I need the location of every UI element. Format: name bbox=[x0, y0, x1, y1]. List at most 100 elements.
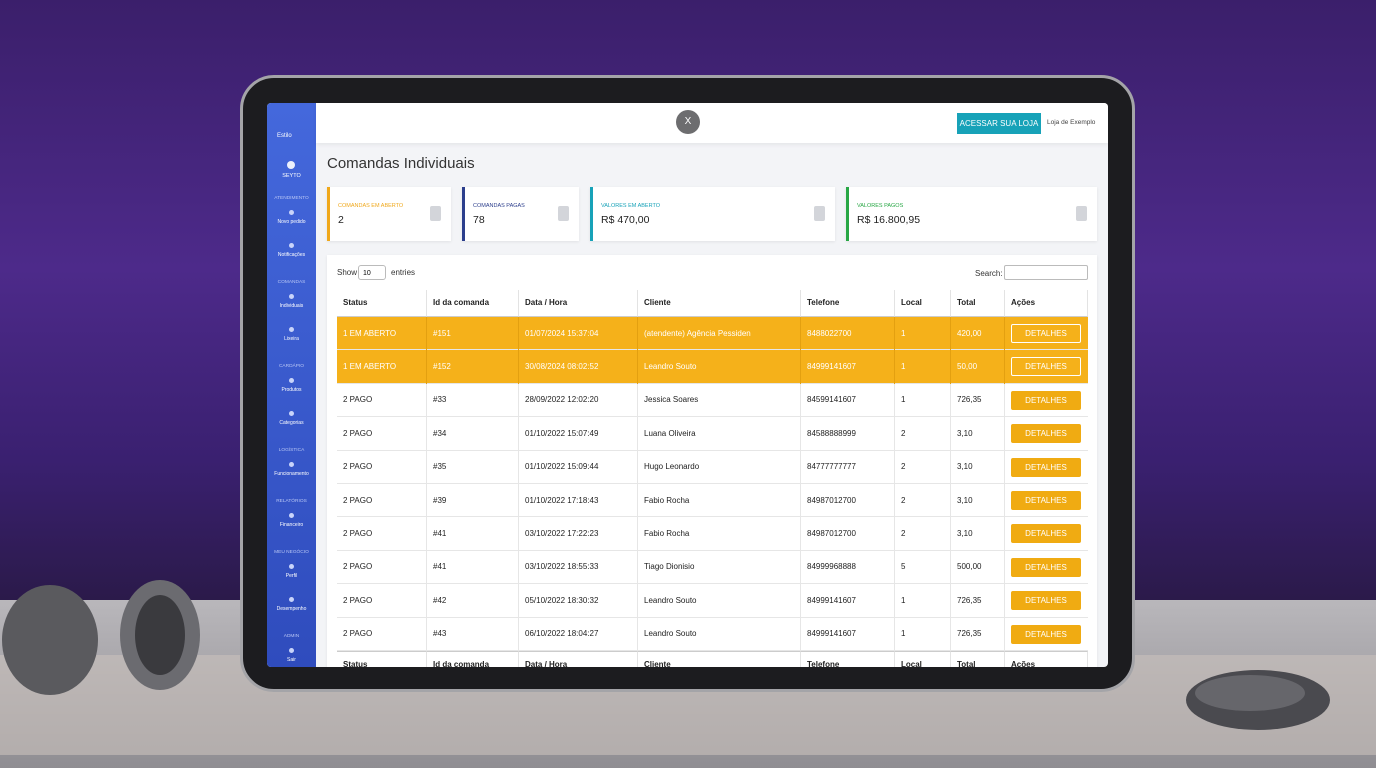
table-cell: 84777777777 bbox=[801, 450, 895, 484]
details-button[interactable]: DETALHES bbox=[1011, 357, 1081, 377]
table-cell: 05/10/2022 18:30:32 bbox=[519, 584, 638, 618]
close-button[interactable]: X bbox=[676, 110, 700, 134]
mouse bbox=[1186, 670, 1330, 730]
store-name[interactable]: Loja de Exemplo bbox=[1047, 119, 1096, 126]
table-cell: #34 bbox=[427, 417, 519, 451]
table-cell: (atendente) Agência Pessiden bbox=[638, 317, 801, 351]
column-header[interactable]: Status bbox=[337, 290, 427, 317]
table-cell: #42 bbox=[427, 584, 519, 618]
table-cell: 28/09/2022 12:02:20 bbox=[519, 383, 638, 418]
table-row bbox=[337, 484, 1088, 518]
details-button[interactable]: DETALHES bbox=[1011, 591, 1081, 611]
table-cell: 2 PAGO bbox=[337, 517, 427, 551]
sidebar-link[interactable]: Desempenho bbox=[276, 606, 307, 612]
sidebar-link[interactable]: Notificações bbox=[277, 252, 306, 258]
column-header[interactable]: Cliente bbox=[638, 290, 801, 317]
sidebar-icon bbox=[289, 378, 294, 383]
column-header[interactable]: Telefone bbox=[801, 290, 895, 317]
table-cell: 2 PAGO bbox=[337, 417, 427, 451]
table-cell: 2 PAGO bbox=[337, 617, 427, 651]
sidebar-link[interactable]: Categorias bbox=[279, 420, 304, 426]
sidebar-link[interactable]: Funcionamento bbox=[274, 471, 309, 477]
table-cell: 8488022700 bbox=[801, 317, 895, 351]
column-header[interactable]: Status bbox=[337, 651, 427, 667]
sidebar-link[interactable]: Lixeira bbox=[284, 336, 299, 342]
table-cell: #35 bbox=[427, 450, 519, 484]
details-button[interactable]: DETALHES bbox=[1011, 491, 1081, 510]
column-header[interactable]: Total bbox=[951, 290, 1005, 317]
details-button[interactable]: DETALHES bbox=[1011, 424, 1081, 444]
sidebar-icon bbox=[289, 462, 294, 467]
sidebar-link[interactable]: Individuais bbox=[279, 303, 304, 309]
table-cell: #41 bbox=[427, 550, 519, 585]
column-header[interactable]: Total bbox=[951, 651, 1005, 667]
column-header[interactable]: Id da comanda bbox=[427, 290, 519, 317]
column-header[interactable]: Data / Hora bbox=[519, 651, 638, 667]
sidebar-icon bbox=[289, 327, 294, 332]
sidebar-icon bbox=[289, 513, 294, 518]
show-label: Show bbox=[337, 268, 358, 277]
search-input[interactable] bbox=[1004, 265, 1088, 280]
table-row bbox=[337, 450, 1088, 484]
stat-icon bbox=[558, 206, 569, 221]
table-cell: 84599141607 bbox=[801, 383, 895, 418]
column-header[interactable]: Cliente bbox=[638, 651, 801, 667]
table-cell: 84588888999 bbox=[801, 417, 895, 451]
details-button[interactable]: DETALHES bbox=[1011, 457, 1081, 477]
column-header[interactable]: Ações bbox=[1005, 290, 1088, 317]
table-cell: 2 bbox=[895, 484, 951, 518]
sidebar-link[interactable]: Perfil bbox=[285, 573, 298, 579]
table-row bbox=[337, 517, 1088, 551]
details-button[interactable]: DETALHES bbox=[1011, 324, 1081, 343]
table-cell: 1 bbox=[895, 584, 951, 618]
table-cell: 5 bbox=[895, 550, 951, 585]
stat-value: R$ 470,00 bbox=[601, 214, 650, 226]
table-cell: 01/07/2024 15:37:04 bbox=[519, 317, 638, 351]
table-row bbox=[337, 617, 1088, 651]
table-cell: 2 PAGO bbox=[337, 550, 427, 585]
column-header[interactable]: Id da comanda bbox=[427, 651, 519, 667]
table-row bbox=[337, 550, 1088, 585]
sidebar-icon bbox=[289, 597, 294, 602]
table-cell: 726,35 bbox=[951, 584, 1005, 618]
page-title: Comandas Individuais bbox=[327, 155, 475, 172]
table-cell: 2 PAGO bbox=[337, 484, 427, 518]
page-size-select[interactable]: 10 bbox=[358, 265, 386, 280]
details-button[interactable]: DETALHES bbox=[1011, 624, 1081, 644]
sidebar-link[interactable]: Financeiro bbox=[279, 522, 304, 528]
details-button[interactable]: DETALHES bbox=[1011, 524, 1081, 544]
sidebar-link[interactable]: Novo pedido bbox=[277, 219, 306, 225]
sidebar-link[interactable]: Sair bbox=[287, 657, 296, 663]
table-cell: 01/10/2022 15:07:49 bbox=[519, 417, 638, 451]
table-cell: #41 bbox=[427, 517, 519, 551]
table-cell: 2 bbox=[895, 417, 951, 451]
column-header[interactable]: Telefone bbox=[801, 651, 895, 667]
stat-icon bbox=[1076, 206, 1087, 221]
column-header[interactable]: Data / Hora bbox=[519, 290, 638, 317]
stat-card: COMANDAS EM ABERTO 2 bbox=[327, 187, 451, 241]
column-header[interactable]: Ações bbox=[1005, 651, 1088, 667]
sidebar-heading: ATENDIMENTO bbox=[274, 196, 309, 201]
sidebar-link[interactable]: Produtos bbox=[281, 387, 302, 393]
column-header[interactable]: Local bbox=[895, 651, 951, 667]
stat-card: VALORES EM ABERTO R$ 470,00 bbox=[590, 187, 835, 241]
user-name[interactable]: SEYTO bbox=[282, 173, 301, 179]
table-cell: Jessica Soares bbox=[638, 383, 801, 418]
sidebar: Estilo SEYTO ATENDIMENTO Novo pedido Notific… bbox=[267, 103, 316, 667]
table-cell: 3,10 bbox=[951, 417, 1005, 451]
sidebar-icon bbox=[289, 210, 294, 215]
search-label: Search: bbox=[975, 269, 1003, 278]
table-row bbox=[337, 383, 1088, 418]
table-cell: 84999141607 bbox=[801, 617, 895, 651]
details-button[interactable]: DETALHES bbox=[1011, 557, 1081, 577]
table-cell: 01/10/2022 15:09:44 bbox=[519, 450, 638, 484]
table-cell: Luana Oliveira bbox=[638, 417, 801, 451]
column-header[interactable]: Local bbox=[895, 290, 951, 317]
store-button[interactable]: ACESSAR SUA LOJA bbox=[957, 113, 1041, 134]
brand: Estilo bbox=[277, 133, 292, 139]
table-cell: 420,00 bbox=[951, 317, 1005, 351]
stat-icon bbox=[814, 206, 825, 221]
table-cell: 84999968888 bbox=[801, 550, 895, 585]
details-button[interactable]: DETALHES bbox=[1011, 390, 1081, 410]
